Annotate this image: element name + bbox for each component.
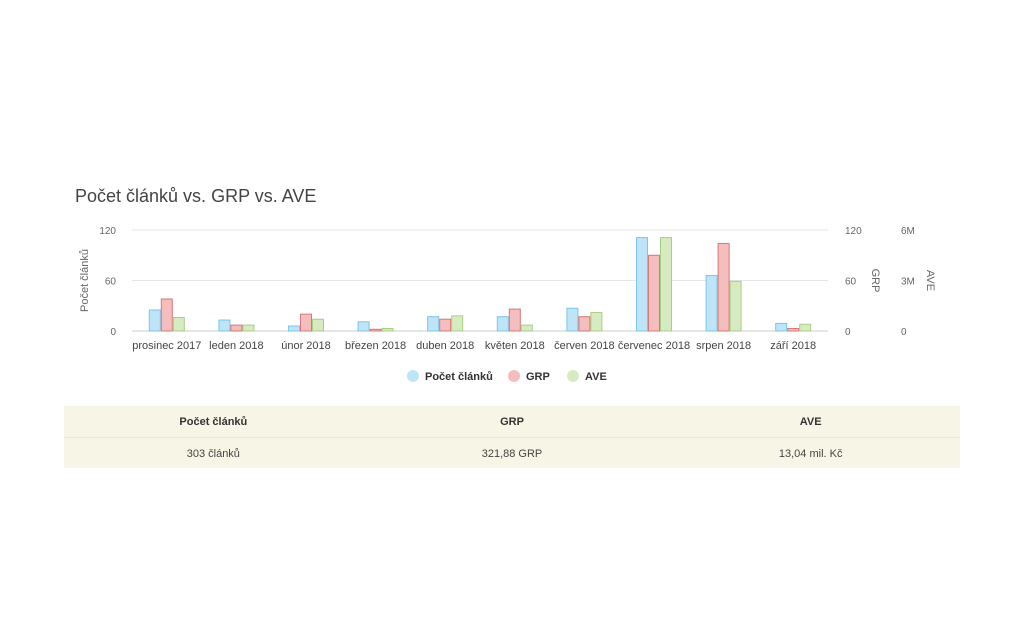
ave-tick-label: 0 — [901, 327, 907, 338]
summary-header-grp: GRP — [500, 415, 524, 428]
bar-grp — [369, 328, 382, 332]
left-tick-label: 60 — [105, 277, 117, 288]
grp-tick-label: 60 — [845, 277, 857, 288]
summary-header-count: Počet článků — [179, 415, 248, 428]
summary-value-row: 303 článků 321,88 GRP 13,04 mil. Kč — [64, 438, 960, 469]
summary-value-grp: 321,88 GRP — [481, 447, 543, 460]
category-label: srpen 2018 — [696, 340, 751, 352]
bar-ave — [312, 318, 324, 332]
bar-po-et-l-nk- — [636, 237, 648, 332]
bar-grp — [300, 313, 312, 332]
bar-po-et-l-nk- — [288, 325, 300, 332]
ave-axis-title: AVE — [924, 270, 936, 291]
chart-title: Počet článků vs. GRP vs. AVE — [75, 186, 317, 206]
category-label: květen 2018 — [485, 340, 545, 352]
bar-po-et-l-nk- — [218, 319, 231, 332]
grp-axis-title: GRP — [869, 269, 881, 293]
category-label: prosinec 2017 — [132, 340, 201, 352]
bar-ave — [451, 315, 464, 332]
bar-ave — [520, 324, 533, 332]
summary-header-row: Počet článků GRP AVE — [64, 406, 960, 438]
category-label: září 2018 — [770, 340, 816, 352]
bar-ave — [242, 324, 255, 332]
bar-grp — [230, 324, 243, 332]
bar-po-et-l-nk- — [357, 321, 370, 332]
summary-header-ave: AVE — [799, 415, 822, 428]
legend-marker — [407, 370, 419, 382]
category-label: únor 2018 — [281, 340, 331, 352]
bar-po-et-l-nk- — [427, 316, 440, 332]
bar-ave — [729, 280, 742, 332]
bar-ave — [799, 323, 812, 332]
category-label: leden 2018 — [209, 340, 263, 352]
grp-tick-label: 0 — [845, 327, 851, 338]
category-label: červenec 2018 — [618, 340, 690, 352]
left-tick-label: 0 — [110, 327, 116, 338]
bar-grp — [648, 254, 660, 332]
bar-po-et-l-nk- — [566, 307, 579, 332]
legend-marker — [567, 370, 579, 382]
bar-po-et-l-nk- — [705, 274, 718, 332]
category-label: červen 2018 — [554, 340, 615, 352]
bar-po-et-l-nk- — [148, 309, 161, 332]
bar-po-et-l-nk- — [775, 322, 788, 332]
bar-grp — [717, 242, 730, 332]
summary-value-ave: 13,04 mil. Kč — [778, 447, 843, 460]
legend-label: Počet článků — [425, 371, 493, 383]
legend-marker — [508, 370, 520, 382]
bar-ave — [381, 327, 394, 332]
summary-table: Počet článků GRP AVE 303 článků 321,88 G… — [64, 406, 960, 468]
bar-grp — [508, 308, 521, 332]
grp-tick-label: 120 — [845, 226, 862, 237]
category-label: duben 2018 — [416, 340, 474, 352]
bar-ave — [590, 311, 603, 332]
bar-po-et-l-nk- — [496, 316, 509, 332]
bar-ave — [660, 237, 672, 332]
bar-grp — [439, 318, 452, 332]
bar-grp — [578, 316, 591, 332]
legend-label: AVE — [585, 371, 607, 383]
left-tick-label: 120 — [99, 226, 116, 237]
category-label: březen 2018 — [345, 340, 406, 352]
left-axis-title: Počet článků — [79, 249, 91, 312]
bar-grp — [787, 327, 800, 332]
ave-tick-label: 3M — [901, 277, 915, 288]
bar-grp — [160, 298, 173, 332]
summary-value-count: 303 článků — [186, 447, 240, 460]
bar-ave — [172, 317, 185, 332]
legend-label: GRP — [526, 371, 550, 383]
chart: 0 60 120 0 60 120 0 3M 6M Počet článků GRP AVE prosi… — [79, 226, 936, 383]
ave-tick-label: 6M — [901, 226, 915, 237]
